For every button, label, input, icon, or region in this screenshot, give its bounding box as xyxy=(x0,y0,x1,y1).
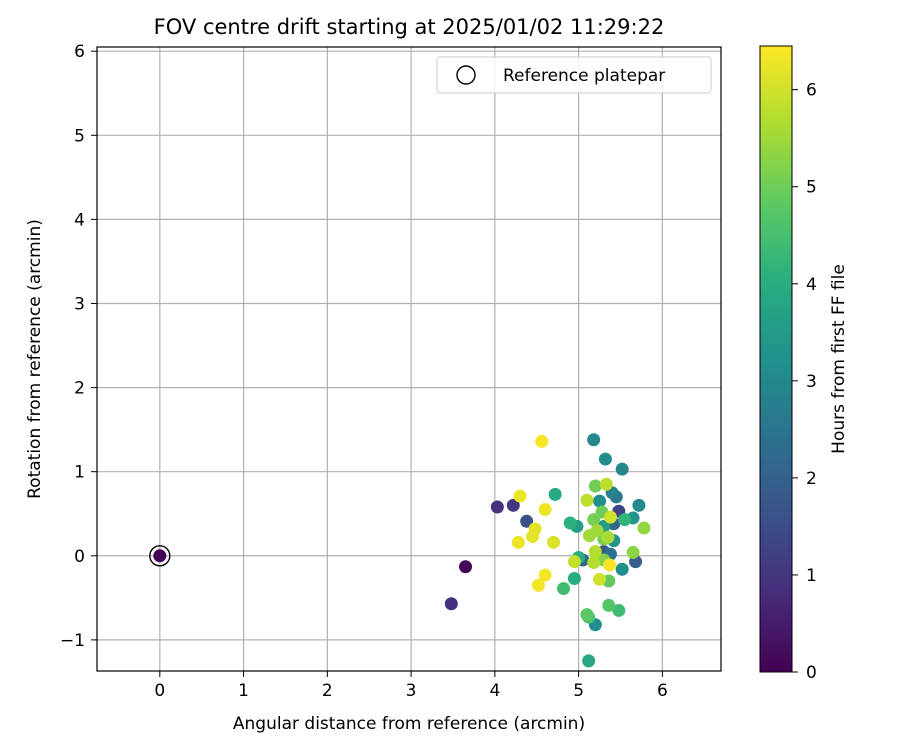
data-point xyxy=(567,571,581,585)
data-point xyxy=(490,500,504,514)
x-tick-label: 1 xyxy=(238,681,249,701)
data-point xyxy=(599,477,613,491)
data-point xyxy=(598,452,612,466)
colorbar-tick-label: 6 xyxy=(806,81,817,101)
colorbar-gradient xyxy=(759,45,793,673)
data-point xyxy=(637,521,651,535)
data-point xyxy=(538,568,552,582)
y-tick-label: 1 xyxy=(74,463,85,483)
data-point xyxy=(580,493,594,507)
colorbar-ticks: 0 1 2 3 4 5 6 xyxy=(792,81,817,683)
data-point xyxy=(587,433,601,447)
data-point xyxy=(588,545,602,559)
data-point xyxy=(511,535,525,549)
data-point xyxy=(601,530,615,544)
data-point xyxy=(528,522,542,536)
y-tick-label: 6 xyxy=(74,42,85,62)
data-point xyxy=(459,560,473,574)
data-point xyxy=(153,549,167,563)
colorbar-tick-label: 3 xyxy=(806,372,817,392)
colorbar-tick-label: 2 xyxy=(806,469,817,489)
data-points xyxy=(153,433,651,668)
data-point xyxy=(632,498,646,512)
data-point xyxy=(612,603,626,617)
data-point xyxy=(520,514,534,528)
x-tick-label: 6 xyxy=(657,681,668,701)
grid-lines xyxy=(97,47,721,671)
x-tick-label: 5 xyxy=(573,681,584,701)
data-point xyxy=(587,513,601,527)
chart-title: FOV centre drift starting at 2025/01/02 … xyxy=(154,15,665,39)
data-point xyxy=(587,556,601,570)
y-tick-label: 5 xyxy=(74,126,85,146)
y-tick-label: 3 xyxy=(74,294,85,314)
colorbar-tick-label: 1 xyxy=(806,566,817,586)
data-point xyxy=(548,487,562,501)
colorbar-label: Hours from first FF file xyxy=(829,264,849,454)
x-axis-ticks: 0 1 2 3 4 5 6 xyxy=(154,671,668,701)
legend-marker xyxy=(456,65,476,85)
x-tick-label: 0 xyxy=(154,681,165,701)
x-tick-label: 3 xyxy=(406,681,417,701)
reference-point-ring xyxy=(149,545,171,567)
colorbar: 0 1 2 3 4 5 6 Hours from first FF file xyxy=(759,45,849,683)
data-point xyxy=(593,494,607,508)
reference-marker xyxy=(149,545,171,567)
data-point xyxy=(615,462,629,476)
data-point xyxy=(593,572,607,586)
data-point xyxy=(615,562,629,576)
legend: Reference platepar xyxy=(436,56,712,94)
data-point xyxy=(588,479,602,493)
data-point xyxy=(603,558,617,572)
data-point xyxy=(546,535,560,549)
data-point xyxy=(563,516,577,530)
data-point xyxy=(538,503,552,517)
x-tick-label: 2 xyxy=(322,681,333,701)
data-point xyxy=(567,555,581,569)
y-tick-label: 2 xyxy=(74,379,85,399)
legend-box xyxy=(436,56,712,94)
data-point xyxy=(513,489,527,503)
data-point xyxy=(444,597,458,611)
data-point xyxy=(626,545,640,559)
colorbar-tick-label: 5 xyxy=(806,178,817,198)
data-point xyxy=(557,582,571,596)
y-axis-ticks: −1 0 1 2 3 4 5 6 xyxy=(60,42,97,651)
data-point xyxy=(590,524,604,538)
y-tick-label: 4 xyxy=(74,210,85,230)
data-point xyxy=(582,654,596,668)
x-axis-label: Angular distance from reference (arcmin) xyxy=(233,714,585,734)
y-tick-label: −1 xyxy=(60,631,85,651)
y-tick-label: 0 xyxy=(74,547,85,567)
data-point xyxy=(602,598,616,612)
data-point xyxy=(603,510,617,524)
data-point xyxy=(535,434,549,448)
y-axis-label: Rotation from reference (arcmin) xyxy=(25,219,45,499)
colorbar-tick-label: 4 xyxy=(806,275,817,295)
plot-frame xyxy=(96,46,722,672)
legend-label: Reference platepar xyxy=(503,66,665,86)
data-point xyxy=(531,578,545,592)
colorbar-tick-label: 0 xyxy=(806,663,817,683)
data-point xyxy=(506,498,520,512)
x-tick-label: 4 xyxy=(489,681,500,701)
data-point xyxy=(580,608,594,622)
data-point xyxy=(618,513,632,527)
